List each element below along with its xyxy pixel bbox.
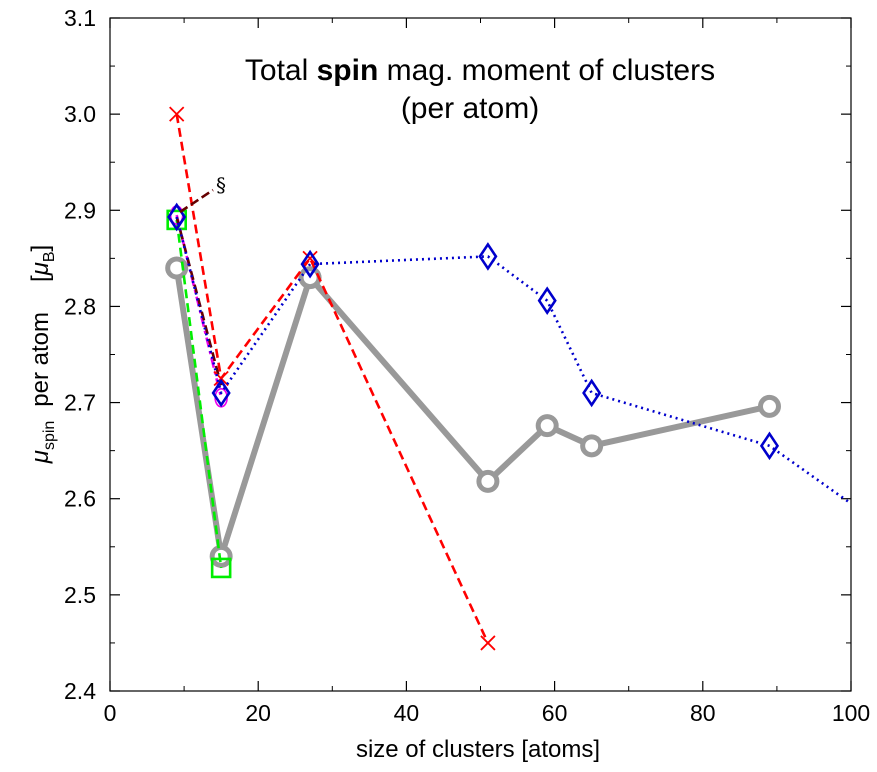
diamond-marker xyxy=(300,249,320,279)
x-tick-label: 40 xyxy=(394,700,420,726)
y-tick-label: 3.1 xyxy=(64,5,96,31)
x-marker xyxy=(480,635,496,651)
series-line xyxy=(175,214,223,399)
circle-marker xyxy=(580,434,604,458)
circle-marker xyxy=(535,414,559,438)
chart-title: Total spin mag. moment of clusters xyxy=(245,54,715,87)
diamond-marker xyxy=(167,202,187,232)
diamond-marker xyxy=(211,378,231,408)
series-3 xyxy=(166,209,232,579)
series-line xyxy=(175,219,223,569)
x-marker xyxy=(169,106,185,122)
chart-subtitle: (per atom) xyxy=(401,92,539,125)
series-2 xyxy=(165,256,781,568)
diamond-marker xyxy=(582,378,602,408)
x-tick-label: 0 xyxy=(104,700,117,726)
x-marker xyxy=(213,370,229,387)
y-tick-label: 2.5 xyxy=(64,582,96,608)
diamond-marker xyxy=(759,431,780,461)
series-1 xyxy=(167,202,852,505)
y-axis-label: μspinper atom[μB] xyxy=(27,245,58,464)
series-layer xyxy=(165,106,852,651)
annotation-label: § xyxy=(216,173,226,197)
y-tick-label: 2.6 xyxy=(64,486,96,512)
ticks: 0 20 40 60 80 100 2.4 2.5 2.6 2.7 2.8 2.9 3.0 3.1 xyxy=(64,5,870,726)
diamond-marker xyxy=(537,286,557,316)
y-tick-label: 3.0 xyxy=(64,101,96,127)
y-tick-label: 2.9 xyxy=(64,197,96,223)
series-line xyxy=(173,267,771,560)
diamond-marker xyxy=(478,242,498,271)
y-tick-label: 2.7 xyxy=(64,390,96,416)
series-line xyxy=(175,216,852,505)
circle-marker xyxy=(476,469,500,493)
circle-marker xyxy=(757,394,781,418)
y-tick-label: 2.4 xyxy=(64,678,96,704)
square-marker xyxy=(210,557,232,579)
x-tick-label: 20 xyxy=(245,700,271,726)
annotation-leader xyxy=(179,188,214,214)
series-line xyxy=(175,113,490,644)
y-axis-label-group: μspinper atom[μB] xyxy=(27,245,58,464)
x-tick-label: 80 xyxy=(690,700,716,726)
series-0 xyxy=(169,106,496,651)
series-line xyxy=(175,216,223,386)
x-tick-label: 100 xyxy=(832,700,870,726)
x-tick-label: 60 xyxy=(542,700,568,726)
x-axis-label: size of clusters [atoms] xyxy=(356,736,600,763)
series-5 xyxy=(175,216,223,386)
y-tick-label: 2.8 xyxy=(64,293,96,319)
circle-marker xyxy=(209,544,233,568)
